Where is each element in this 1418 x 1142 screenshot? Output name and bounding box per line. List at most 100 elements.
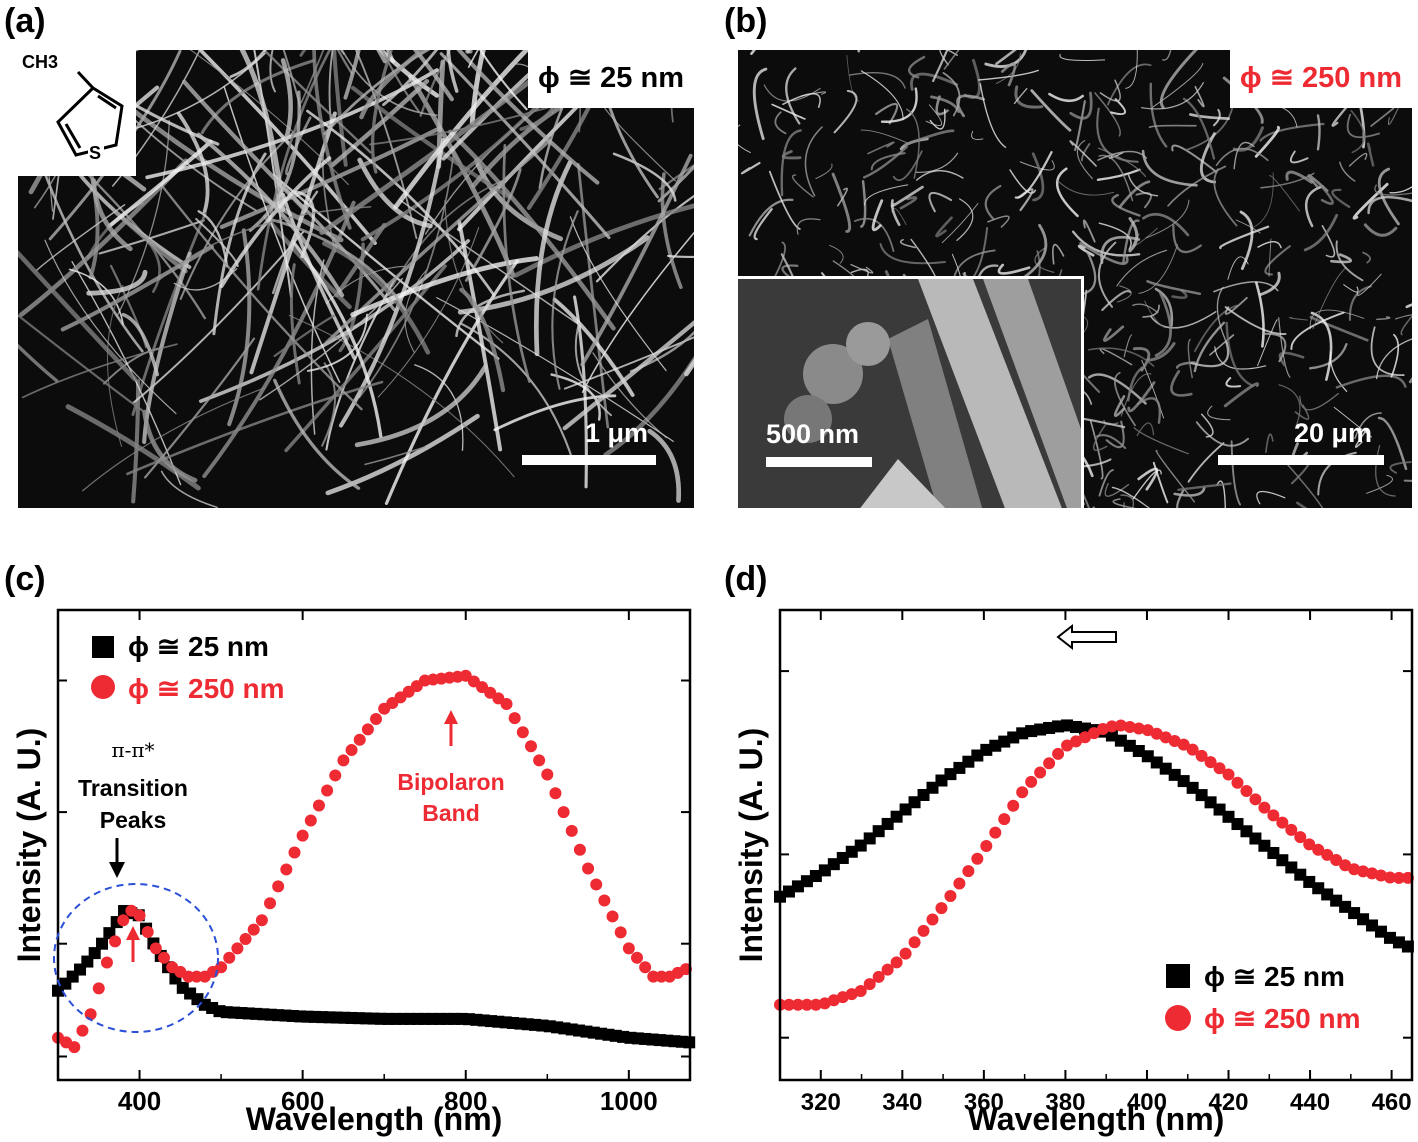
fiber-260 [930,95,961,114]
fiber-341 [1390,333,1400,378]
fiber-335 [1256,490,1286,505]
annotation-band: Band [422,800,480,826]
fiber-227 [382,50,439,107]
fiber-376 [1141,82,1205,110]
inset-blob-3 [784,395,832,443]
fiber-390 [1257,319,1278,367]
fiber-119 [1370,326,1405,376]
fiber-168 [412,50,454,102]
fiber-349 [1136,422,1155,437]
fiber-140 [322,241,431,355]
fiber-202 [569,216,667,372]
fiber-179 [18,313,144,412]
fiber-38 [909,72,959,91]
inset-fiber-texture [738,279,1081,508]
series-2-point-65 [1357,865,1370,878]
fiber-3 [1019,160,1055,171]
sem-inset-b: 500 nm [738,276,1084,508]
fiber-201 [1376,316,1391,321]
fiber-89 [1224,296,1248,315]
fiber-36 [357,157,433,229]
fiber-271 [1148,124,1197,129]
fiber-333 [1187,338,1193,379]
fiber-143 [35,204,126,272]
fiber-406 [1389,461,1412,474]
series-2-point-14 [899,947,912,960]
fiber-214 [551,210,579,390]
inset-fiber-2 [983,279,1081,508]
fiber-397 [791,174,814,198]
fiber-109 [132,230,305,404]
legend-c-square-marker [92,636,114,658]
fiber-142 [1099,347,1133,366]
series-2-point-11 [141,925,154,938]
fiber-78 [285,116,312,176]
nanofiber-texture-a [18,50,694,508]
fiber-31 [1259,122,1325,142]
series-2-point-7 [109,935,122,948]
series-2-point-51 [1231,776,1244,789]
fiber-148 [580,153,693,367]
fiber-205 [239,50,286,213]
fiber-100 [1195,421,1250,447]
fiber-405 [1100,235,1141,265]
fiber-219 [18,249,137,382]
fiber-276 [1171,289,1188,299]
series-2-point-11 [872,970,885,983]
series-2-point-3 [76,1024,89,1037]
panel-c-label: (c) [4,560,46,598]
x-tick-label-0: 400 [118,1086,161,1116]
arrow-transition-head [109,862,125,878]
fiber-283 [1374,184,1412,196]
fiber-35 [1144,300,1166,329]
series-2-point-4 [809,998,822,1011]
fiber-166 [1057,180,1115,196]
chart-c-xlabel: Wavelength (nm) [246,1101,503,1137]
fiber-322 [1132,303,1159,314]
fiber-329 [800,91,826,97]
fiber-226 [459,287,506,393]
x-tick-label-6: 440 [1290,1089,1330,1116]
fiber-224 [1099,79,1121,102]
series-2-point-32 [312,799,325,812]
fiber-267 [995,52,1021,84]
series-2-point-38 [361,723,374,736]
fiber-5 [64,50,257,212]
series-2-point-36 [345,744,358,757]
panel-d-label: (d) [724,560,768,598]
fiber-370 [1014,151,1053,199]
x-tick-label-1: 340 [882,1089,922,1116]
fiber-210 [952,249,996,279]
fiber-309 [1018,223,1048,282]
series-2-point-68 [1383,871,1396,884]
panel-b-label: (b) [724,2,768,40]
fiber-345 [1346,113,1381,139]
series-2-point-63 [565,824,578,837]
fiber-337 [1154,291,1172,357]
series-2-point-47 [1195,749,1208,762]
series-2-point-67 [1375,869,1388,882]
series-2-point-46 [1186,743,1199,756]
fiber-354 [1375,338,1412,380]
fiber-307 [1303,213,1339,252]
chart-c-marks [52,669,696,1054]
fiber-234 [748,198,794,237]
fiber-171 [197,210,229,268]
fiber-185 [259,277,403,401]
series-2-point-55 [500,698,513,710]
fiber-274 [1299,392,1339,411]
fiber-79 [414,364,464,451]
fiber-107 [1254,125,1281,158]
fiber-170 [1014,85,1044,109]
fiber-52 [1087,373,1147,405]
series-2-point-33 [1070,735,1083,748]
fiber-83 [943,50,960,70]
fiber-80 [300,50,325,104]
series-2-point-48 [1204,756,1217,769]
fiber-110 [563,336,694,390]
series-2-point-43 [1159,731,1172,744]
fiber-262 [1216,286,1228,345]
fiber-223 [1116,249,1168,287]
fiber-410 [1262,332,1287,363]
fiber-101 [447,129,616,331]
